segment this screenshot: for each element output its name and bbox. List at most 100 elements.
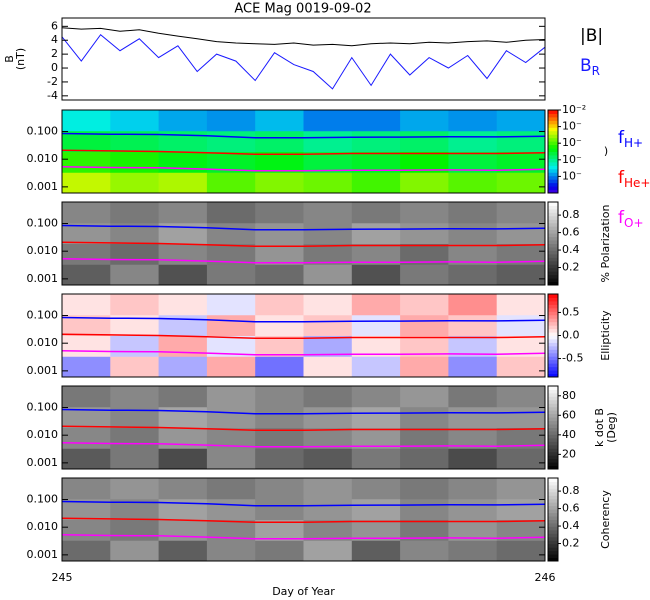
x-tick-label: 246 [535,571,556,584]
spectrogram-cell [496,202,546,224]
spectrogram-cell [158,386,208,408]
colorbar-swatch [548,465,558,470]
colorbar-swatch [548,264,558,269]
spectrogram-cell [110,356,160,378]
colorbar-swatch [548,154,558,159]
frequency-line [61,333,546,340]
spectrogram-cell [62,519,111,541]
spectrogram-cell [496,172,546,194]
colorbar-swatch [548,349,558,354]
spectrogram-cell [303,427,353,449]
colorbar-swatch [548,554,558,559]
colorbar-swatch [548,182,558,187]
colorbar-swatch [548,137,558,142]
spectrogram-cell [351,427,401,449]
colorbar-swatch [548,389,558,394]
spectrogram-cell [206,243,256,265]
spectrogram-cell [351,386,401,408]
spectrogram-cell [448,427,498,449]
spectrogram-cell [255,243,304,265]
colorbar-tick-label: 10⁻ [562,153,582,166]
colorbar-swatch [548,550,558,555]
spectrogram-cell [448,172,498,194]
colorbar-tick-label: 10⁻ [562,136,582,149]
colorbar-swatch [548,212,558,217]
spectrogram-cell [448,243,498,265]
colorbar-swatch [548,509,558,514]
colorbar-label: (Deg) [605,412,618,443]
colorbar-swatch [548,430,558,435]
colorbar-swatch [548,424,558,428]
colorbar-swatch [548,345,558,350]
colorbar-swatch [548,189,558,194]
spectrogram-cell [206,519,256,541]
colorbar-swatch [548,519,558,524]
colorbar-swatch [548,134,558,139]
spectrogram-cell [400,294,449,316]
spectrogram-cell [62,335,111,357]
spectrogram-cell [303,448,353,470]
y-tick-label: 0 [51,61,58,74]
colorbar-swatch [548,451,558,456]
chart-title: ACE Mag 0019-09-02 [234,2,371,17]
colorbar-label: Coherency [599,490,612,549]
spectrogram-cell [110,519,160,541]
colorbar-swatch [548,505,558,510]
spectrogram-cell [351,202,401,224]
colorbar-swatch [548,488,558,493]
legend-subscript: H+ [624,136,643,150]
colorbar-tick-label: 80 [562,389,576,402]
spectrogram-cell [303,222,353,244]
colorbar-swatch [548,359,558,364]
colorbar-swatch [548,307,558,312]
colorbar-tick-label: 0.4 [562,243,580,256]
spectrogram-cell [496,222,546,244]
spectrogram-cell [303,540,353,562]
spectrogram-cell [158,294,208,316]
colorbar-swatch [548,540,558,545]
colorbar-tick-label: -0.5 [562,352,583,365]
spectrogram-cell [110,264,160,286]
colorbar-swatch [548,205,558,210]
spectrogram-cell [62,498,111,520]
colorbar-swatch [548,318,558,323]
spectrogram-cell [400,151,449,173]
spectrogram-cell [496,335,546,357]
colorbar-swatch [548,130,558,135]
colorbar-tick-label: 0.2 [562,261,580,274]
colorbar-label: ) [604,145,608,158]
y-tick-label: 0.001 [27,364,59,377]
y-tick-label: -4 [47,89,58,102]
colorbar-swatch [548,413,558,418]
colorbar-swatch [548,366,558,371]
frequency-line [61,350,546,356]
colorbar-swatch [548,547,558,552]
spectrogram-cell [448,448,498,470]
frequency-line [61,132,546,139]
legend-entry: fO+ [618,208,644,230]
colorbar-swatch [548,370,558,375]
spectrogram-cell [110,540,160,562]
frequency-line [61,442,546,448]
spectrogram-cell [110,478,160,500]
spectrogram-cell [206,386,256,408]
spectrogram-cell [448,151,498,173]
spectrogram-cell [400,540,449,562]
colorbar-swatch [548,543,558,548]
spectrogram-cell [303,202,353,224]
frequency-line [61,166,546,172]
spectrogram-cell [62,202,111,224]
spectrogram-cell [62,356,111,378]
colorbar-swatch [548,325,558,330]
legend-subscript: R [592,64,600,78]
spectrogram-cell [448,110,498,132]
spectrogram-cell [158,406,208,428]
colorbar-swatch [548,281,558,286]
colorbar-frame [547,109,559,194]
spectrogram-cell [255,202,304,224]
spectrogram-cell [158,356,208,378]
colorbar-label: k dot B [593,408,606,447]
colorbar-swatch [548,257,558,262]
frequency-line [61,534,546,540]
frequency-line [61,149,546,156]
